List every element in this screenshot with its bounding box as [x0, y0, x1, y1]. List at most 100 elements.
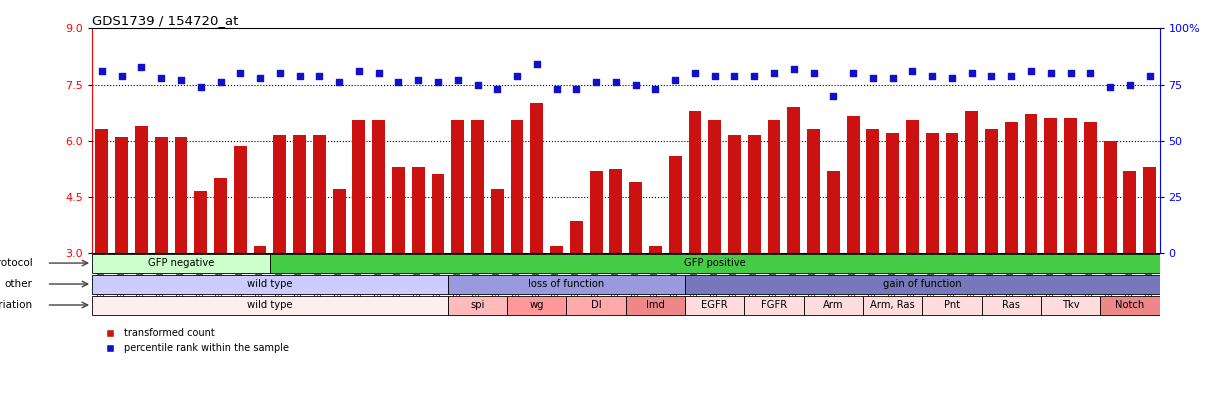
Bar: [590, 171, 602, 253]
Point: [526, 61, 546, 68]
Point: [348, 68, 368, 74]
Text: EGFR: EGFR: [702, 300, 728, 310]
Bar: [1103, 141, 1117, 253]
Text: FGFR: FGFR: [761, 300, 787, 310]
Bar: [1025, 115, 1038, 253]
Bar: [685, 296, 745, 315]
Bar: [966, 111, 978, 253]
Point: [725, 72, 745, 79]
Point: [982, 72, 1001, 79]
Text: protocol: protocol: [0, 258, 33, 268]
Point: [843, 70, 863, 77]
Text: genotype/variation: genotype/variation: [0, 300, 33, 310]
Bar: [807, 130, 820, 253]
Bar: [728, 135, 741, 253]
Bar: [96, 130, 108, 253]
Bar: [293, 135, 306, 253]
Bar: [946, 133, 958, 253]
Bar: [155, 137, 168, 253]
Point: [863, 75, 882, 81]
Bar: [1083, 122, 1097, 253]
Bar: [1044, 118, 1058, 253]
Text: Notch: Notch: [1115, 300, 1145, 310]
Bar: [471, 120, 483, 253]
Bar: [569, 221, 583, 253]
Point: [92, 68, 112, 74]
Bar: [567, 296, 626, 315]
Bar: [550, 245, 563, 253]
Bar: [274, 135, 286, 253]
Text: GFP positive: GFP positive: [683, 258, 746, 268]
Bar: [768, 120, 780, 253]
Point: [1021, 68, 1040, 74]
Point: [270, 70, 290, 77]
Point: [745, 72, 764, 79]
Text: gain of function: gain of function: [883, 279, 962, 289]
Bar: [925, 133, 939, 253]
Point: [547, 86, 567, 92]
Bar: [863, 296, 923, 315]
Point: [882, 75, 902, 81]
Bar: [685, 275, 1160, 294]
Bar: [135, 126, 148, 253]
Bar: [452, 120, 464, 253]
Point: [231, 70, 250, 77]
Bar: [747, 135, 761, 253]
Bar: [610, 169, 622, 253]
Bar: [92, 296, 448, 315]
Bar: [92, 254, 270, 273]
Point: [131, 63, 151, 70]
Bar: [432, 175, 444, 253]
Point: [191, 83, 211, 90]
Bar: [906, 120, 919, 253]
Bar: [669, 156, 682, 253]
Text: Arm, Ras: Arm, Ras: [870, 300, 915, 310]
Bar: [629, 182, 642, 253]
Point: [211, 79, 231, 85]
Text: Imd: Imd: [645, 300, 665, 310]
Bar: [115, 137, 128, 253]
Bar: [372, 120, 385, 253]
Bar: [649, 245, 661, 253]
Bar: [626, 296, 685, 315]
Point: [112, 72, 131, 79]
Bar: [313, 135, 326, 253]
Point: [823, 92, 843, 99]
Bar: [333, 190, 346, 253]
Point: [804, 70, 823, 77]
Point: [1060, 70, 1080, 77]
Legend: transformed count, percentile rank within the sample: transformed count, percentile rank withi…: [97, 324, 293, 357]
Text: Tkv: Tkv: [1061, 300, 1080, 310]
Bar: [866, 130, 880, 253]
Text: Ras: Ras: [1002, 300, 1021, 310]
Point: [923, 72, 942, 79]
Text: GDS1739 / 154720_at: GDS1739 / 154720_at: [92, 14, 238, 27]
Point: [409, 77, 428, 83]
Bar: [352, 120, 366, 253]
Bar: [985, 130, 998, 253]
Point: [428, 79, 448, 85]
Bar: [448, 275, 685, 294]
Bar: [270, 254, 1160, 273]
Bar: [1124, 171, 1136, 253]
Bar: [1040, 296, 1101, 315]
Bar: [745, 296, 804, 315]
Bar: [1005, 122, 1017, 253]
Bar: [827, 171, 839, 253]
Bar: [92, 275, 448, 294]
Bar: [448, 296, 507, 315]
Point: [606, 79, 626, 85]
Text: GFP negative: GFP negative: [147, 258, 215, 268]
Point: [448, 77, 467, 83]
Point: [587, 79, 606, 85]
Bar: [886, 133, 899, 253]
Bar: [923, 296, 982, 315]
Text: wild type: wild type: [247, 279, 293, 289]
Bar: [788, 107, 800, 253]
Text: spi: spi: [470, 300, 485, 310]
Point: [903, 68, 923, 74]
Bar: [174, 137, 188, 253]
Bar: [213, 178, 227, 253]
Bar: [688, 111, 702, 253]
Text: Arm: Arm: [823, 300, 844, 310]
